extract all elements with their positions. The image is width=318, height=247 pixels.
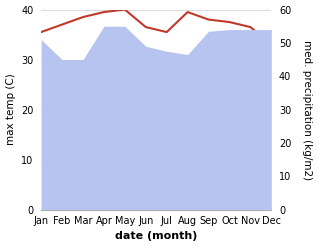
Y-axis label: max temp (C): max temp (C)	[5, 74, 16, 145]
X-axis label: date (month): date (month)	[115, 231, 197, 242]
Y-axis label: med. precipitation (kg/m2): med. precipitation (kg/m2)	[302, 40, 313, 180]
